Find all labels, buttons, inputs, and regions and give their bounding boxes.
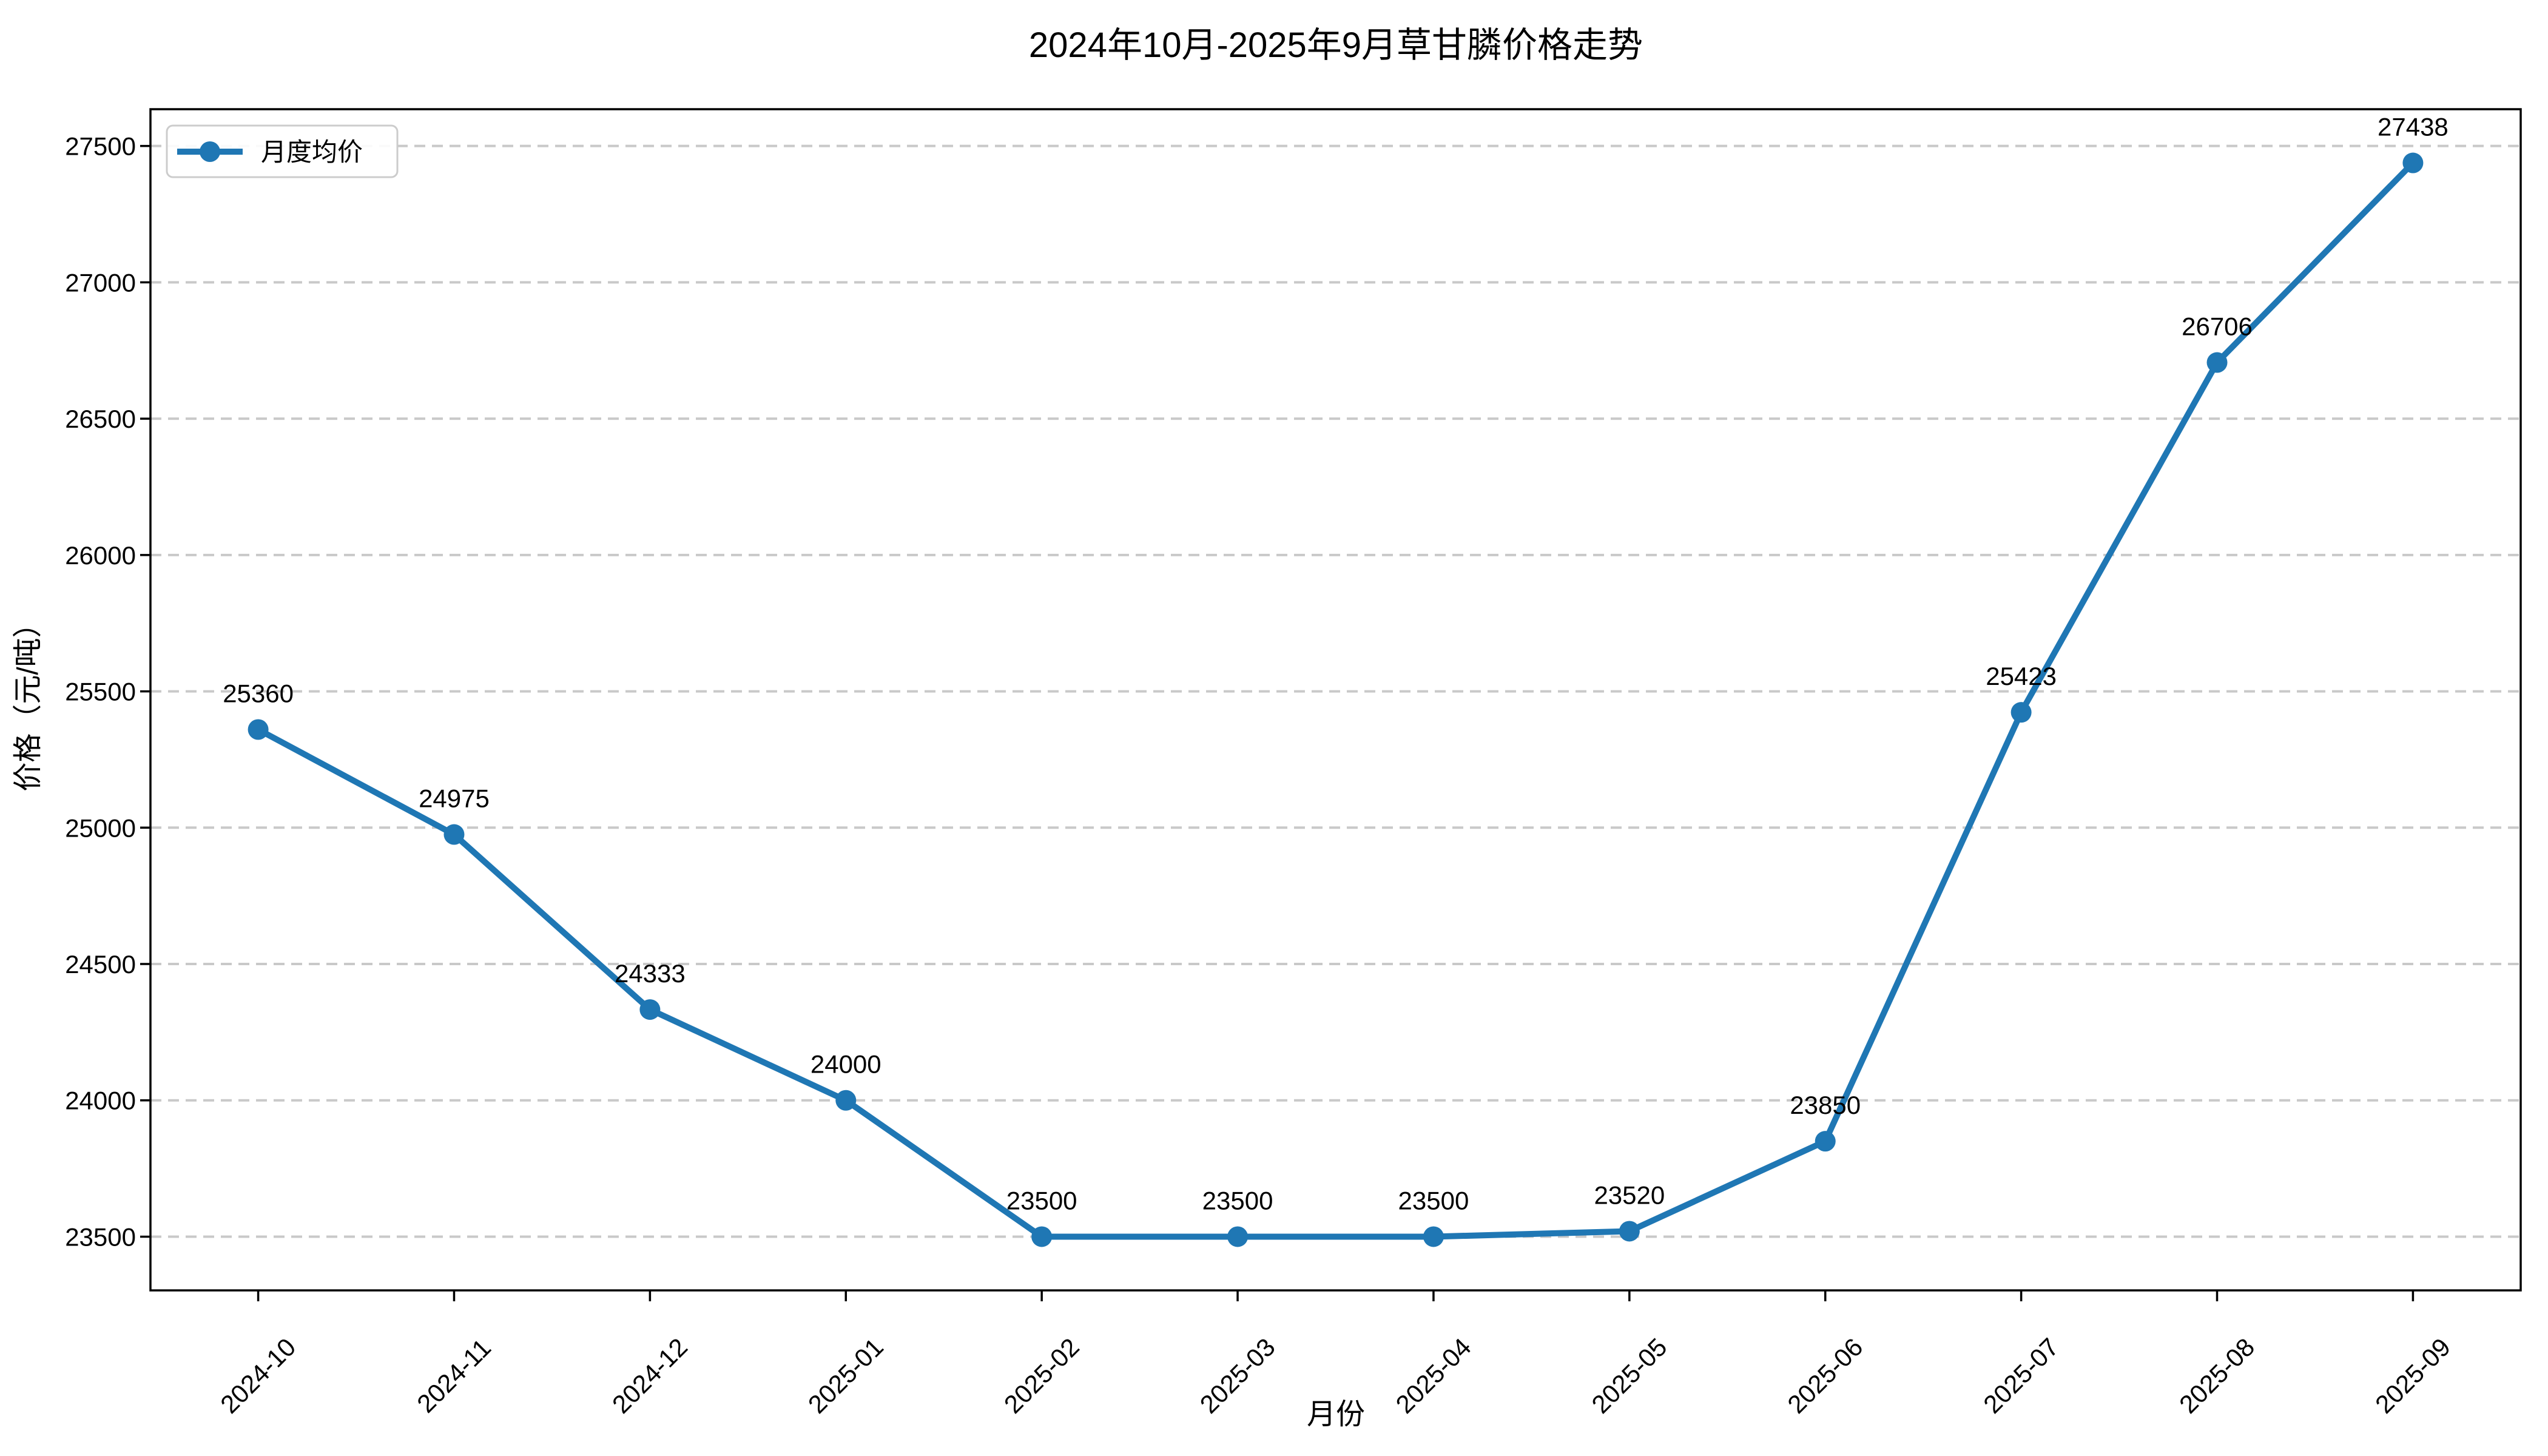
data-point-marker <box>443 824 465 845</box>
data-point-marker <box>1619 1221 1640 1242</box>
data-point-label: 25423 <box>1986 662 2057 690</box>
x-axis-label: 月份 <box>1307 1398 1365 1431</box>
y-axis-label: 价格（元/吨） <box>12 608 44 791</box>
data-point-label: 24333 <box>615 959 686 988</box>
x-tick-label: 2025-01 <box>803 1333 889 1419</box>
data-point-marker <box>835 1090 857 1111</box>
y-axis-ticks: 23500 24000 24500 25000 25500 26000 26500 27000… <box>65 132 150 1251</box>
y-tick-label: 24500 <box>65 950 136 979</box>
y-tick-label: 27000 <box>65 268 136 297</box>
y-tick-label: 26500 <box>65 405 136 433</box>
y-tick-label: 26000 <box>65 541 136 570</box>
x-tick-label: 2025-06 <box>1782 1333 1868 1419</box>
data-point-label: 23500 <box>1398 1186 1469 1215</box>
x-tick-label: 2025-03 <box>1195 1333 1281 1419</box>
data-point-marker <box>1031 1226 1053 1247</box>
x-tick-label: 2025-09 <box>2370 1333 2456 1419</box>
data-point-marker <box>1227 1226 1249 1247</box>
legend: 月度均价 <box>166 124 399 178</box>
x-tick-label: 2025-07 <box>1978 1333 2064 1419</box>
x-tick-label: 2024-12 <box>607 1333 693 1419</box>
data-point-label: 24000 <box>811 1050 881 1079</box>
data-point-label: 23500 <box>1202 1186 1273 1215</box>
data-point-label: 27438 <box>2378 113 2449 141</box>
x-tick-label: 2025-04 <box>1390 1333 1476 1419</box>
series-monthly-average-price <box>248 152 2424 1247</box>
data-point-label: 23500 <box>1006 1186 1077 1215</box>
data-point-label: 23850 <box>1790 1091 1861 1119</box>
data-point-labels: 25360 24975 24333 24000 23500 23500 23500 23520… <box>223 113 2449 1215</box>
data-point-label: 26706 <box>2182 312 2253 341</box>
data-point-marker <box>248 719 269 740</box>
data-point-marker <box>639 999 661 1020</box>
y-tick-label: 27500 <box>65 132 136 161</box>
x-tick-label: 2024-10 <box>215 1333 301 1419</box>
y-tick-label: 25500 <box>65 678 136 706</box>
data-point-marker <box>2402 152 2424 174</box>
data-point-marker <box>2206 352 2228 373</box>
data-point-marker <box>1815 1131 1836 1152</box>
x-tick-label: 2024-11 <box>411 1333 496 1418</box>
data-point-label: 23520 <box>1594 1181 1665 1209</box>
data-point-label: 25360 <box>223 679 294 707</box>
x-tick-label: 2025-08 <box>2174 1333 2260 1419</box>
series-line <box>255 160 2416 1240</box>
gridlines <box>150 144 2521 1238</box>
legend-label: 月度均价 <box>261 138 363 166</box>
data-point-label: 24975 <box>419 784 490 813</box>
data-point-marker <box>2010 702 2032 723</box>
chart-title: 2024年10月-2025年9月草甘膦价格走势 <box>1029 25 1643 65</box>
legend-box <box>166 124 399 178</box>
y-tick-label: 25000 <box>65 814 136 842</box>
x-tick-label: 2025-02 <box>999 1333 1085 1419</box>
x-tick-label: 2025-05 <box>1586 1333 1672 1419</box>
plot-area-border <box>149 108 2522 1292</box>
legend-marker-icon <box>200 141 220 162</box>
y-tick-label: 23500 <box>65 1222 136 1251</box>
y-tick-label: 24000 <box>65 1087 136 1115</box>
data-point-marker <box>1423 1226 1444 1247</box>
